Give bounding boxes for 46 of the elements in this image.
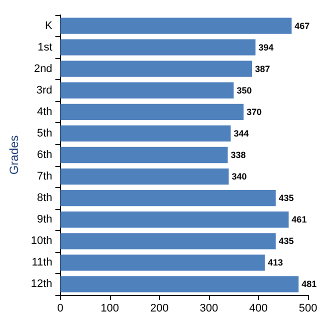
bar	[60, 60, 252, 77]
y-tick-label: 4th	[37, 106, 52, 118]
y-axis-title: Grades	[7, 135, 21, 175]
data-label: 461	[292, 214, 307, 225]
y-tick-label: K	[44, 20, 53, 32]
y-tick-label: 2nd	[34, 62, 52, 75]
x-tick-label: 300	[200, 302, 218, 314]
bar	[60, 190, 276, 206]
y-tick-label: 6th	[37, 149, 52, 161]
y-tick-label: 10th	[30, 235, 52, 248]
y-tick-label: 7th	[37, 170, 52, 183]
bar	[60, 233, 276, 250]
bar	[60, 146, 228, 164]
data-label: 387	[255, 64, 270, 74]
bar	[60, 276, 299, 292]
data-label: 435	[278, 193, 294, 204]
data-label: 481	[302, 279, 317, 290]
data-label: 394	[258, 42, 274, 52]
y-tick-label: 9th	[37, 214, 52, 226]
bar	[60, 168, 229, 185]
bar	[60, 39, 256, 56]
bar	[60, 104, 244, 120]
data-label: 350	[236, 85, 252, 96]
bar	[60, 254, 265, 271]
data-label: 435	[278, 236, 294, 246]
x-tick-label: 200	[150, 302, 169, 314]
y-tick-label: 3rd	[36, 84, 52, 96]
bar	[60, 82, 234, 98]
bar	[60, 212, 289, 228]
bar	[60, 18, 292, 34]
x-tick-label: 500	[298, 302, 318, 314]
data-label: 344	[234, 128, 249, 138]
data-label: 467	[294, 20, 310, 31]
x-tick-label: 400	[249, 302, 268, 314]
data-label: 338	[230, 150, 246, 160]
y-tick-label: 12th	[30, 278, 52, 290]
x-tick-label: 100	[100, 302, 120, 314]
x-tick-label: 0	[57, 302, 64, 314]
y-tick-label: 8th	[37, 192, 52, 204]
data-label: 340	[232, 172, 247, 182]
bar	[60, 125, 231, 142]
data-label: 413	[268, 258, 283, 268]
y-tick-label: 11th	[32, 256, 52, 269]
y-tick-label: 1st	[38, 41, 52, 54]
data-label: 370	[246, 106, 262, 117]
y-tick-label: 5th	[37, 127, 52, 140]
